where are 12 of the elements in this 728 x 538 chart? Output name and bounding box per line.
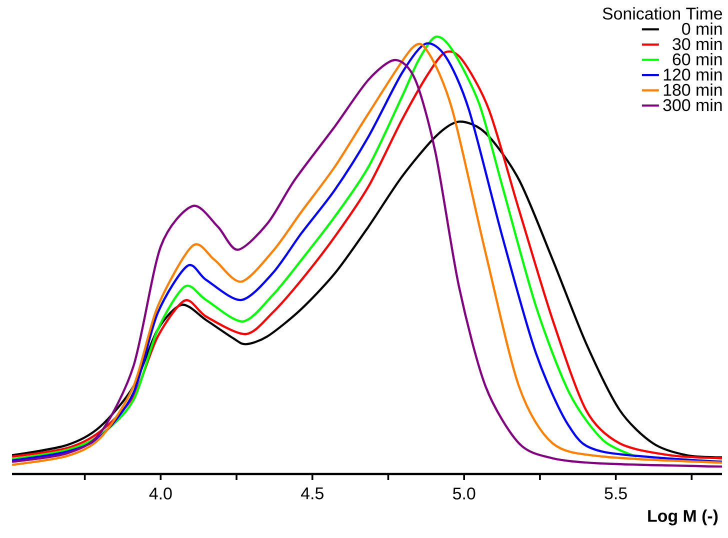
- legend-title: Sonication Time: [602, 7, 722, 20]
- x-tick-label: 5.0: [453, 488, 476, 500]
- x-axis-title: Log M (-): [648, 510, 718, 526]
- legend-label: 120 min: [664, 68, 722, 81]
- legend-label: 300 min: [663, 98, 722, 112]
- legend-label: 30 min: [672, 38, 722, 50]
- x-tick-label: 5.5: [604, 488, 627, 500]
- x-tick-label: 4.0: [149, 488, 172, 500]
- legend-label: 60 min: [672, 52, 722, 66]
- legend-label: 180 min: [664, 83, 722, 96]
- legend-label: 0 min: [682, 22, 722, 35]
- x-tick-label: 4.5: [301, 488, 324, 500]
